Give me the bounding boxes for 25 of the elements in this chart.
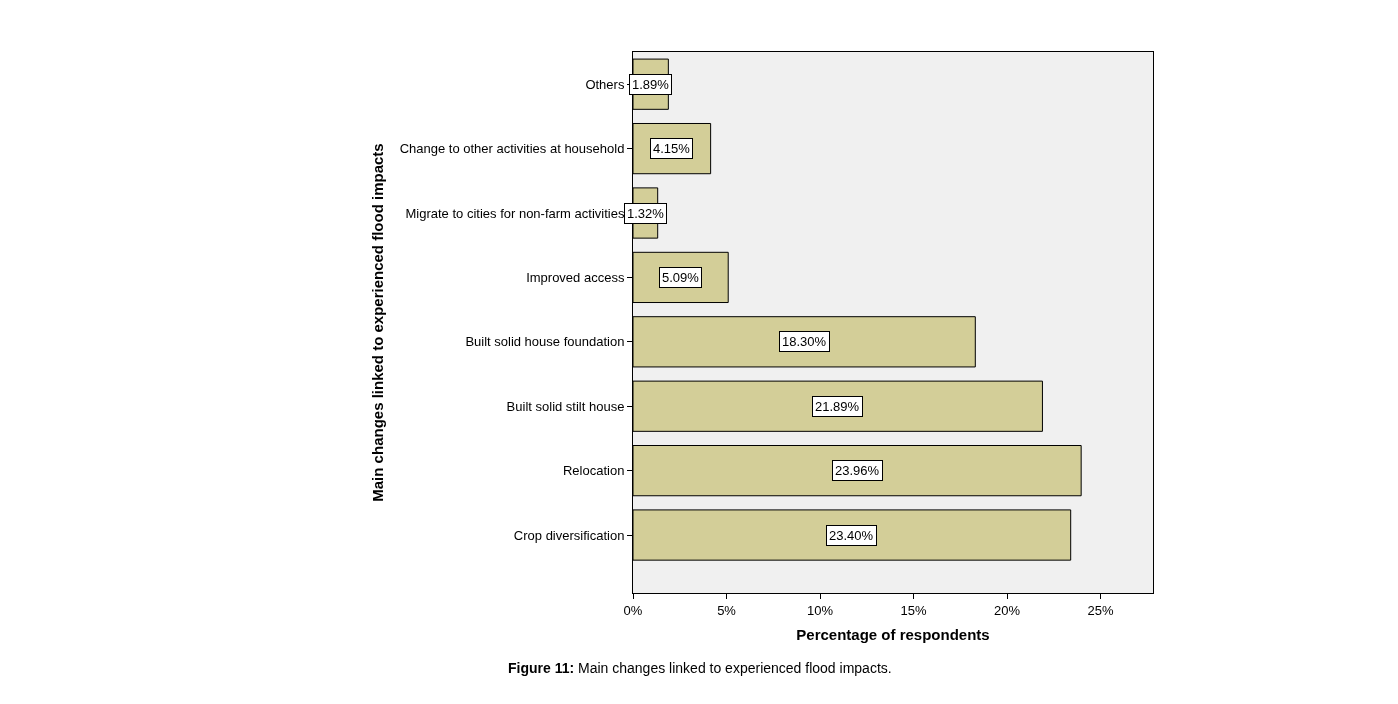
data-label: 4.15%	[653, 141, 691, 156]
y-axis-title: Main changes linked to experienced flood impacts	[368, 143, 386, 502]
x-tick-label: 20%	[994, 602, 1021, 618]
x-axis-title: Percentage of respondents	[796, 625, 990, 643]
y-tick-label: Crop diversification	[513, 527, 625, 543]
data-label: 21.89%	[815, 399, 860, 414]
x-tick-label: 15%	[900, 602, 928, 618]
y-tick-label: Migrate to cities for non-farm activities	[405, 205, 625, 221]
y-tick-label: Improved access	[526, 269, 625, 285]
data-label: 5.09%	[662, 270, 700, 285]
data-label: 18.30%	[782, 334, 827, 349]
y-tick-label: Others	[585, 76, 625, 92]
x-tick-label: 25%	[1087, 602, 1115, 618]
y-tick-label: Built solid house foundation	[465, 334, 625, 350]
data-label: 23.40%	[829, 528, 874, 543]
data-label: 1.89%	[632, 77, 670, 92]
x-tick-label: 10%	[807, 602, 834, 618]
x-tick-label: 0%	[623, 602, 643, 618]
caption: Figure 11: Main changes linked to experienced flood impacts.	[508, 660, 892, 676]
data-label: 23.96%	[835, 463, 880, 478]
y-tick-label: Built solid stilt house	[506, 398, 625, 414]
y-tick-label: Relocation	[562, 463, 625, 479]
data-label: 1.32%	[627, 206, 665, 221]
x-tick-label: 5%	[717, 602, 737, 618]
y-tick-label: Change to other activities at household	[399, 141, 625, 157]
